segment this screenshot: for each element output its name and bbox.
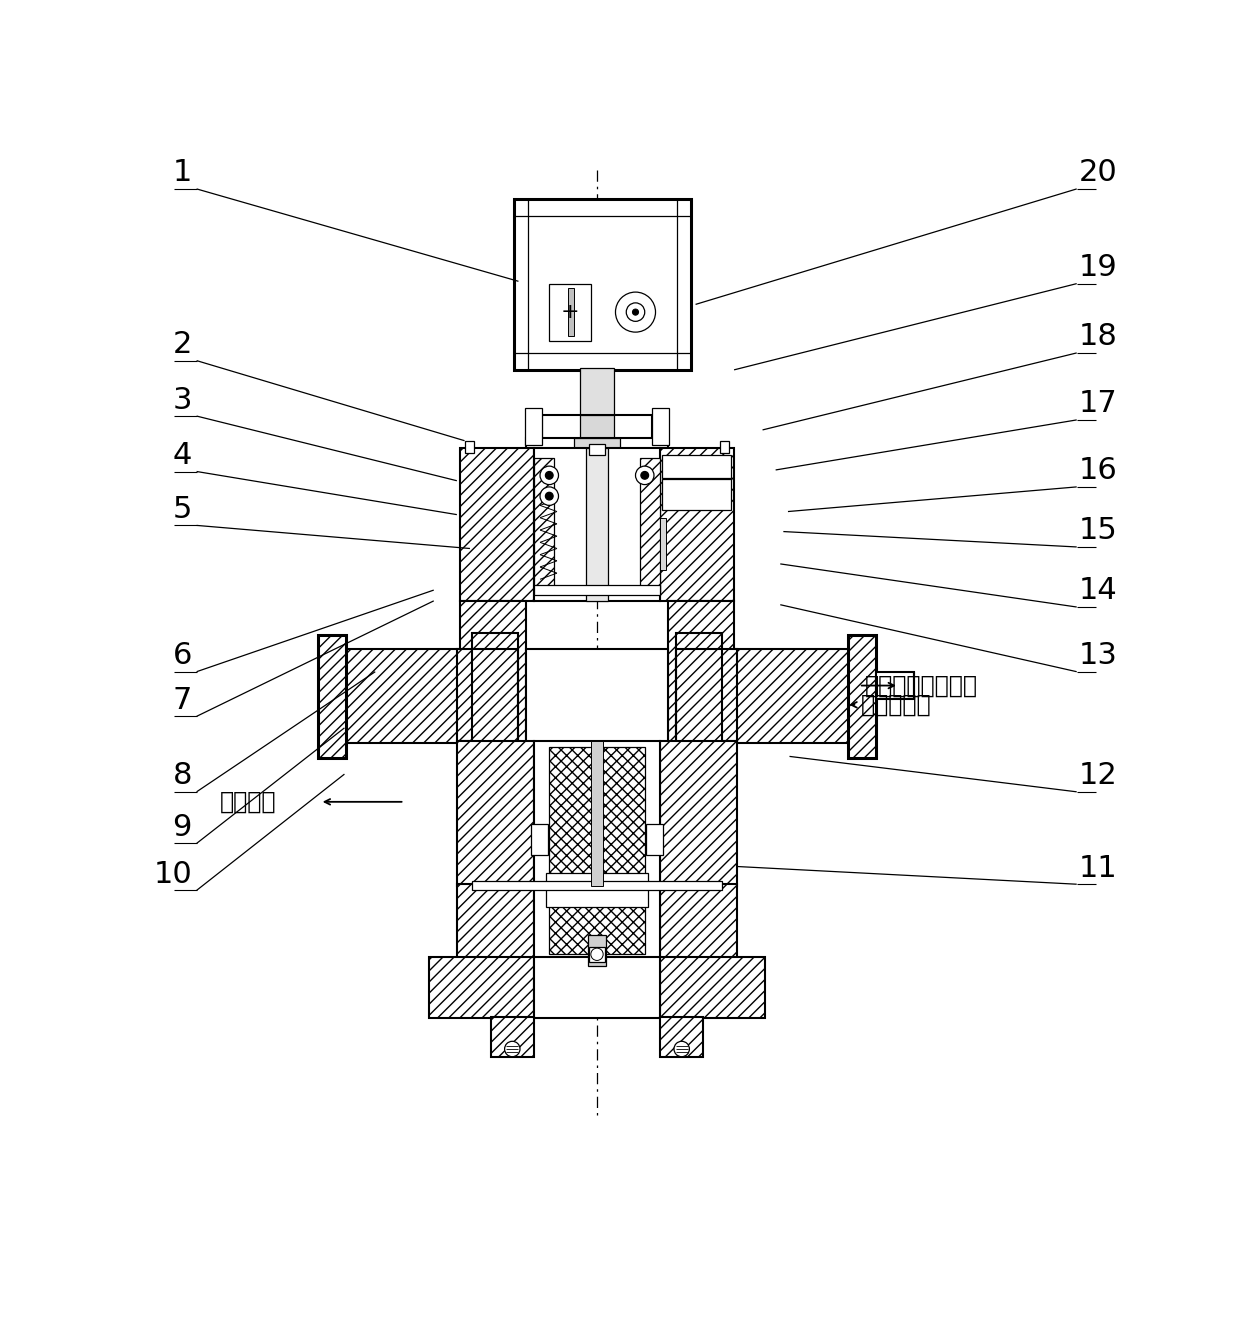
Polygon shape <box>668 601 849 743</box>
Text: 11: 11 <box>1079 854 1117 883</box>
Bar <box>568 289 574 336</box>
Bar <box>574 438 620 453</box>
Circle shape <box>541 466 558 485</box>
Bar <box>589 947 605 963</box>
Text: 10: 10 <box>154 859 192 888</box>
Bar <box>534 741 660 886</box>
Bar <box>640 458 660 592</box>
Text: 3: 3 <box>172 385 192 414</box>
Text: 12: 12 <box>1079 761 1117 790</box>
Text: 19: 19 <box>1079 253 1117 282</box>
Bar <box>546 873 647 907</box>
Bar <box>534 585 660 594</box>
Bar <box>549 283 590 340</box>
Text: 9: 9 <box>172 813 192 842</box>
Bar <box>589 444 605 454</box>
Text: 2: 2 <box>172 330 192 359</box>
Bar <box>513 199 691 369</box>
Bar <box>491 1017 534 1057</box>
Text: 4: 4 <box>172 441 192 470</box>
Circle shape <box>632 308 639 315</box>
Bar <box>646 824 663 855</box>
Bar <box>549 888 645 955</box>
Bar <box>662 479 730 510</box>
Circle shape <box>505 1041 520 1057</box>
Bar <box>542 414 652 440</box>
Text: 15: 15 <box>1079 516 1117 545</box>
Polygon shape <box>345 601 526 743</box>
Text: 进出气缸: 进出气缸 <box>219 790 277 814</box>
Bar <box>525 408 542 445</box>
Bar <box>534 449 660 601</box>
Text: 6: 6 <box>172 641 192 670</box>
Polygon shape <box>660 449 734 601</box>
Bar <box>720 441 729 453</box>
Text: 13: 13 <box>1079 641 1118 670</box>
Text: 1: 1 <box>172 159 192 188</box>
Polygon shape <box>660 957 765 1018</box>
Bar <box>590 741 603 886</box>
Circle shape <box>635 466 653 485</box>
Text: 7: 7 <box>172 686 192 715</box>
Polygon shape <box>460 449 534 601</box>
Polygon shape <box>429 957 534 1018</box>
Text: 17: 17 <box>1079 389 1117 418</box>
Bar <box>652 408 670 445</box>
Polygon shape <box>660 741 737 886</box>
Circle shape <box>615 293 656 332</box>
Bar <box>660 518 666 571</box>
Polygon shape <box>456 741 534 886</box>
Circle shape <box>546 471 553 479</box>
Bar <box>580 368 614 416</box>
Bar <box>580 414 614 440</box>
Circle shape <box>541 487 558 506</box>
Bar <box>662 454 730 478</box>
Polygon shape <box>456 633 518 743</box>
Bar <box>582 369 613 376</box>
Circle shape <box>590 948 603 960</box>
Text: 8: 8 <box>172 761 192 790</box>
Circle shape <box>546 493 553 500</box>
Polygon shape <box>676 633 737 743</box>
Bar <box>875 671 914 699</box>
Text: +: + <box>560 302 579 322</box>
Bar <box>531 824 548 855</box>
Circle shape <box>641 471 649 479</box>
Text: 气源进气口: 气源进气口 <box>861 692 931 716</box>
Bar <box>526 649 668 743</box>
Bar <box>319 634 346 757</box>
Bar <box>534 458 554 592</box>
Text: 5: 5 <box>172 495 192 524</box>
Bar <box>472 882 722 890</box>
Bar <box>587 449 608 601</box>
Bar <box>588 935 606 965</box>
Bar <box>848 634 875 757</box>
Bar <box>465 441 474 453</box>
Circle shape <box>675 1041 689 1057</box>
Bar <box>660 1017 703 1057</box>
Text: 18: 18 <box>1079 322 1118 351</box>
Polygon shape <box>660 884 737 959</box>
Text: 14: 14 <box>1079 576 1117 605</box>
Text: 排气口（至大气）: 排气口（至大气） <box>866 674 978 698</box>
Polygon shape <box>456 884 534 959</box>
Text: 20: 20 <box>1079 159 1117 188</box>
Bar <box>534 884 660 959</box>
Bar <box>534 957 660 1018</box>
Bar <box>549 747 645 879</box>
Bar <box>526 438 668 453</box>
Circle shape <box>626 303 645 322</box>
Text: 16: 16 <box>1079 457 1117 486</box>
